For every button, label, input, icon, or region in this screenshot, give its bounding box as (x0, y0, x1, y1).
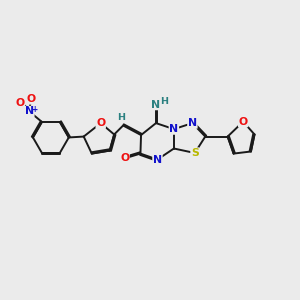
Text: O: O (96, 118, 105, 128)
Text: H: H (117, 113, 125, 122)
Text: H: H (160, 97, 168, 106)
Text: N: N (169, 124, 178, 134)
Text: O: O (120, 153, 129, 164)
Text: O: O (26, 94, 35, 104)
Text: +: + (32, 105, 38, 114)
Text: N: N (25, 106, 34, 116)
Text: O: O (238, 117, 248, 127)
Text: N: N (152, 100, 160, 110)
Text: N: N (153, 154, 162, 165)
Text: O: O (15, 98, 24, 108)
Text: N: N (188, 118, 197, 128)
Text: S: S (191, 148, 199, 158)
